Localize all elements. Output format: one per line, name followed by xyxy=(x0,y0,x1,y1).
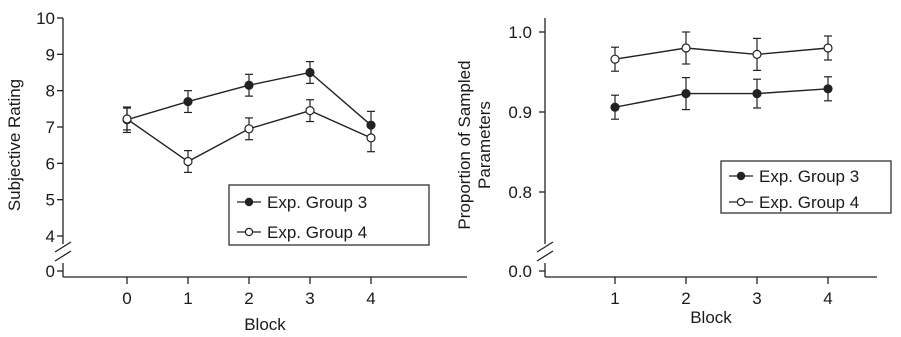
axis-break-mark xyxy=(536,241,554,253)
data-point xyxy=(681,88,691,99)
legend-label: Exp. Group 3 xyxy=(759,167,859,186)
data-point xyxy=(183,96,193,107)
x-tick-label: 4 xyxy=(823,289,832,308)
legend-swatch-marker xyxy=(736,171,746,181)
series-exp-group-3 xyxy=(610,76,833,120)
y-tick-label: 0 xyxy=(46,262,55,281)
chart-right-proportion-sampled: 0.0 0.8 0.9 1.0 1 2 3 4 Block Proportion of Sampl… xyxy=(455,18,892,327)
y-axis-label-line: Proportion of Sampled xyxy=(455,60,474,229)
y-axis-label-line: Parameters xyxy=(475,101,494,189)
legend-box xyxy=(228,184,430,246)
series-exp-group-4 xyxy=(122,99,376,174)
data-point xyxy=(610,54,620,64)
legend-box xyxy=(720,160,892,214)
x-axis-label: Block xyxy=(244,315,286,334)
data-point xyxy=(823,43,833,53)
x-tick-label: 3 xyxy=(752,289,761,308)
y-tick-label: 10 xyxy=(36,9,55,28)
y-tick-label: 7 xyxy=(46,118,55,137)
y-tick-label: 8 xyxy=(46,82,55,101)
y-axis-label: Subjective Rating xyxy=(5,79,24,211)
x-tick-label: 0 xyxy=(122,289,131,308)
data-point xyxy=(681,43,691,53)
data-point xyxy=(305,106,315,116)
series-line xyxy=(614,47,829,60)
data-point xyxy=(305,67,315,78)
x-tick-label: 3 xyxy=(305,289,314,308)
y-tick-label: 6 xyxy=(46,154,55,173)
data-point xyxy=(823,84,833,94)
chart-left-subjective-rating: 0 4 5 6 7 8 9 10 0 1 2 3 4 Block Subjective Rating Exp.… xyxy=(5,9,467,334)
y-tick-label: 4 xyxy=(46,227,55,246)
x-tick-label: 1 xyxy=(610,289,619,308)
x-tick-label: 4 xyxy=(366,289,375,308)
data-point xyxy=(752,88,762,99)
data-point xyxy=(244,80,254,90)
x-tick-label: 1 xyxy=(183,289,192,308)
data-point xyxy=(752,49,762,60)
legend: Exp. Group 3 Exp. Group 4 xyxy=(720,160,892,214)
data-point xyxy=(183,156,193,167)
x-axis-label: Block xyxy=(690,308,732,327)
data-point xyxy=(366,133,376,143)
y-tick-label: 5 xyxy=(46,191,55,210)
legend-swatch-marker xyxy=(736,197,746,207)
axis-break-mark xyxy=(54,241,72,253)
legend-swatch-marker xyxy=(244,197,254,207)
legend: Exp. Group 3 Exp. Group 4 xyxy=(228,184,430,246)
y-tick-label: 1.0 xyxy=(508,23,532,42)
y-tick-label: 0.8 xyxy=(508,183,532,202)
legend-label: Exp. Group 4 xyxy=(267,223,367,242)
data-point xyxy=(244,124,254,134)
y-axis-label: Proportion of SampledParameters xyxy=(455,60,494,229)
axis-break-mark xyxy=(536,250,554,262)
legend-swatch-marker xyxy=(244,227,254,237)
y-tick-label: 0.0 xyxy=(508,262,532,281)
x-tick-label: 2 xyxy=(681,289,690,308)
axis-break-mark xyxy=(54,250,72,262)
series-line xyxy=(614,88,829,108)
data-point xyxy=(610,102,620,112)
y-tick-label: 0.9 xyxy=(508,103,532,122)
legend-label: Exp. Group 4 xyxy=(759,193,859,212)
y-tick-label: 9 xyxy=(46,45,55,64)
series-exp-group-4 xyxy=(610,31,833,72)
data-point xyxy=(122,114,132,124)
legend-label: Exp. Group 3 xyxy=(267,193,367,212)
x-tick-label: 2 xyxy=(244,289,253,308)
